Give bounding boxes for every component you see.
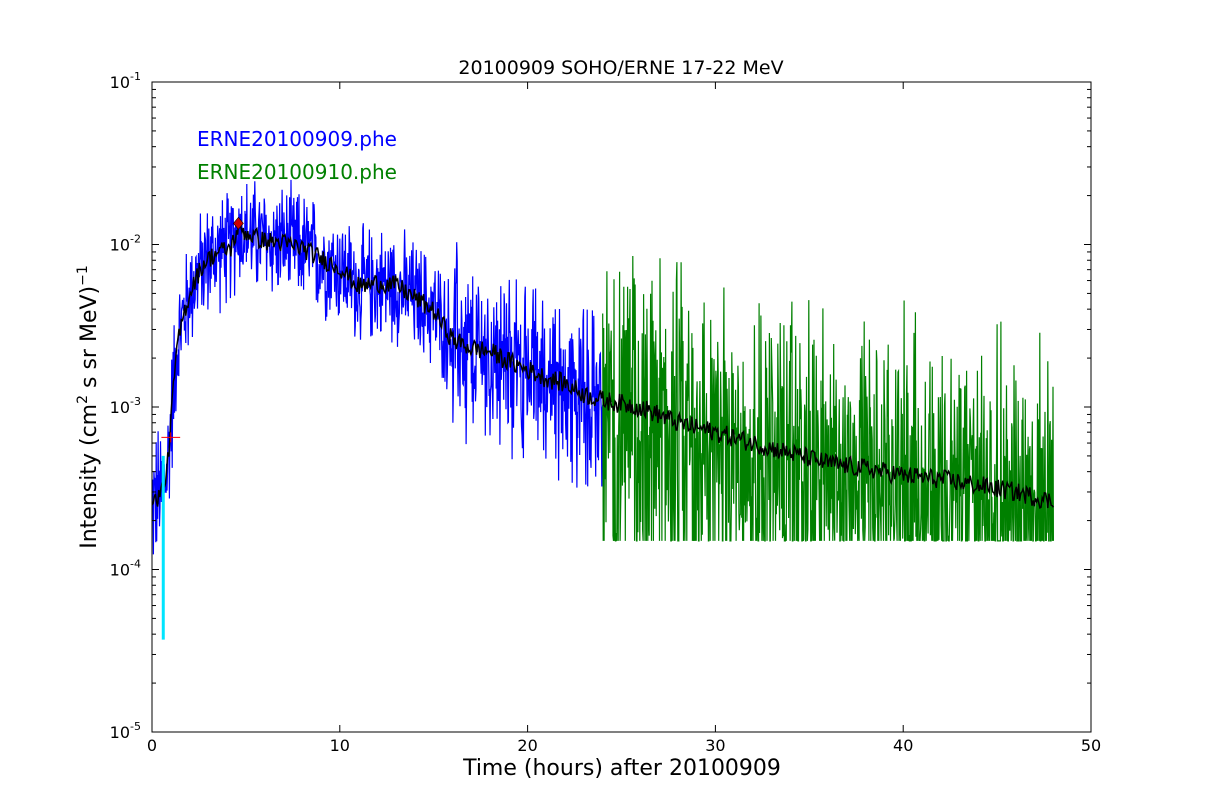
y-label-middle: s sr MeV) [77,286,102,395]
y-axis-label: Intensity (cm2 s sr MeV)−1 [75,265,102,549]
legend: ERNE20100909.phe ERNE20100910.phe [197,127,397,184]
marker-group [161,216,244,640]
onset-marker [161,432,181,443]
y-tick-exp-1: -4 [130,558,141,571]
legend-entry-2: ERNE20100910.phe [197,160,397,184]
x-tick-label-0: 0 [147,736,157,755]
series-line-1 [152,179,604,555]
y-tick-exp-3: -2 [130,233,141,246]
series-group [152,179,1055,555]
x-tick-label-4: 40 [893,736,913,755]
series-line-3 [152,218,1055,510]
y-tick-label-2: 10 [110,398,130,417]
series-line-2 [602,255,1054,542]
y-tick-exp-0: -5 [130,720,141,733]
y-tick-label-0: 10 [110,723,130,742]
x-tick-label-2: 20 [517,736,537,755]
x-tick-label-1: 10 [330,736,350,755]
y-label-suffix-sup: −1 [75,265,91,286]
y-tick-exp-4: -1 [130,70,141,83]
legend-entry-1: ERNE20100909.phe [197,127,397,151]
y-label-sup: 2 [75,395,91,404]
y-label-prefix: Intensity (cm [77,404,102,549]
chart-title: 20100909 SOHO/ERNE 17-22 MeV [458,57,783,79]
y-tick-label-1: 10 [110,561,130,580]
x-axis-label: Time (hours) after 20100909 [462,756,781,781]
x-tick-label-3: 30 [705,736,725,755]
x-tick-label-5: 50 [1081,736,1101,755]
y-tick-exp-2: -3 [130,395,141,408]
y-tick-label-4: 10 [110,73,130,92]
y-tick-label-3: 10 [110,236,130,255]
peak-marker [232,216,244,230]
